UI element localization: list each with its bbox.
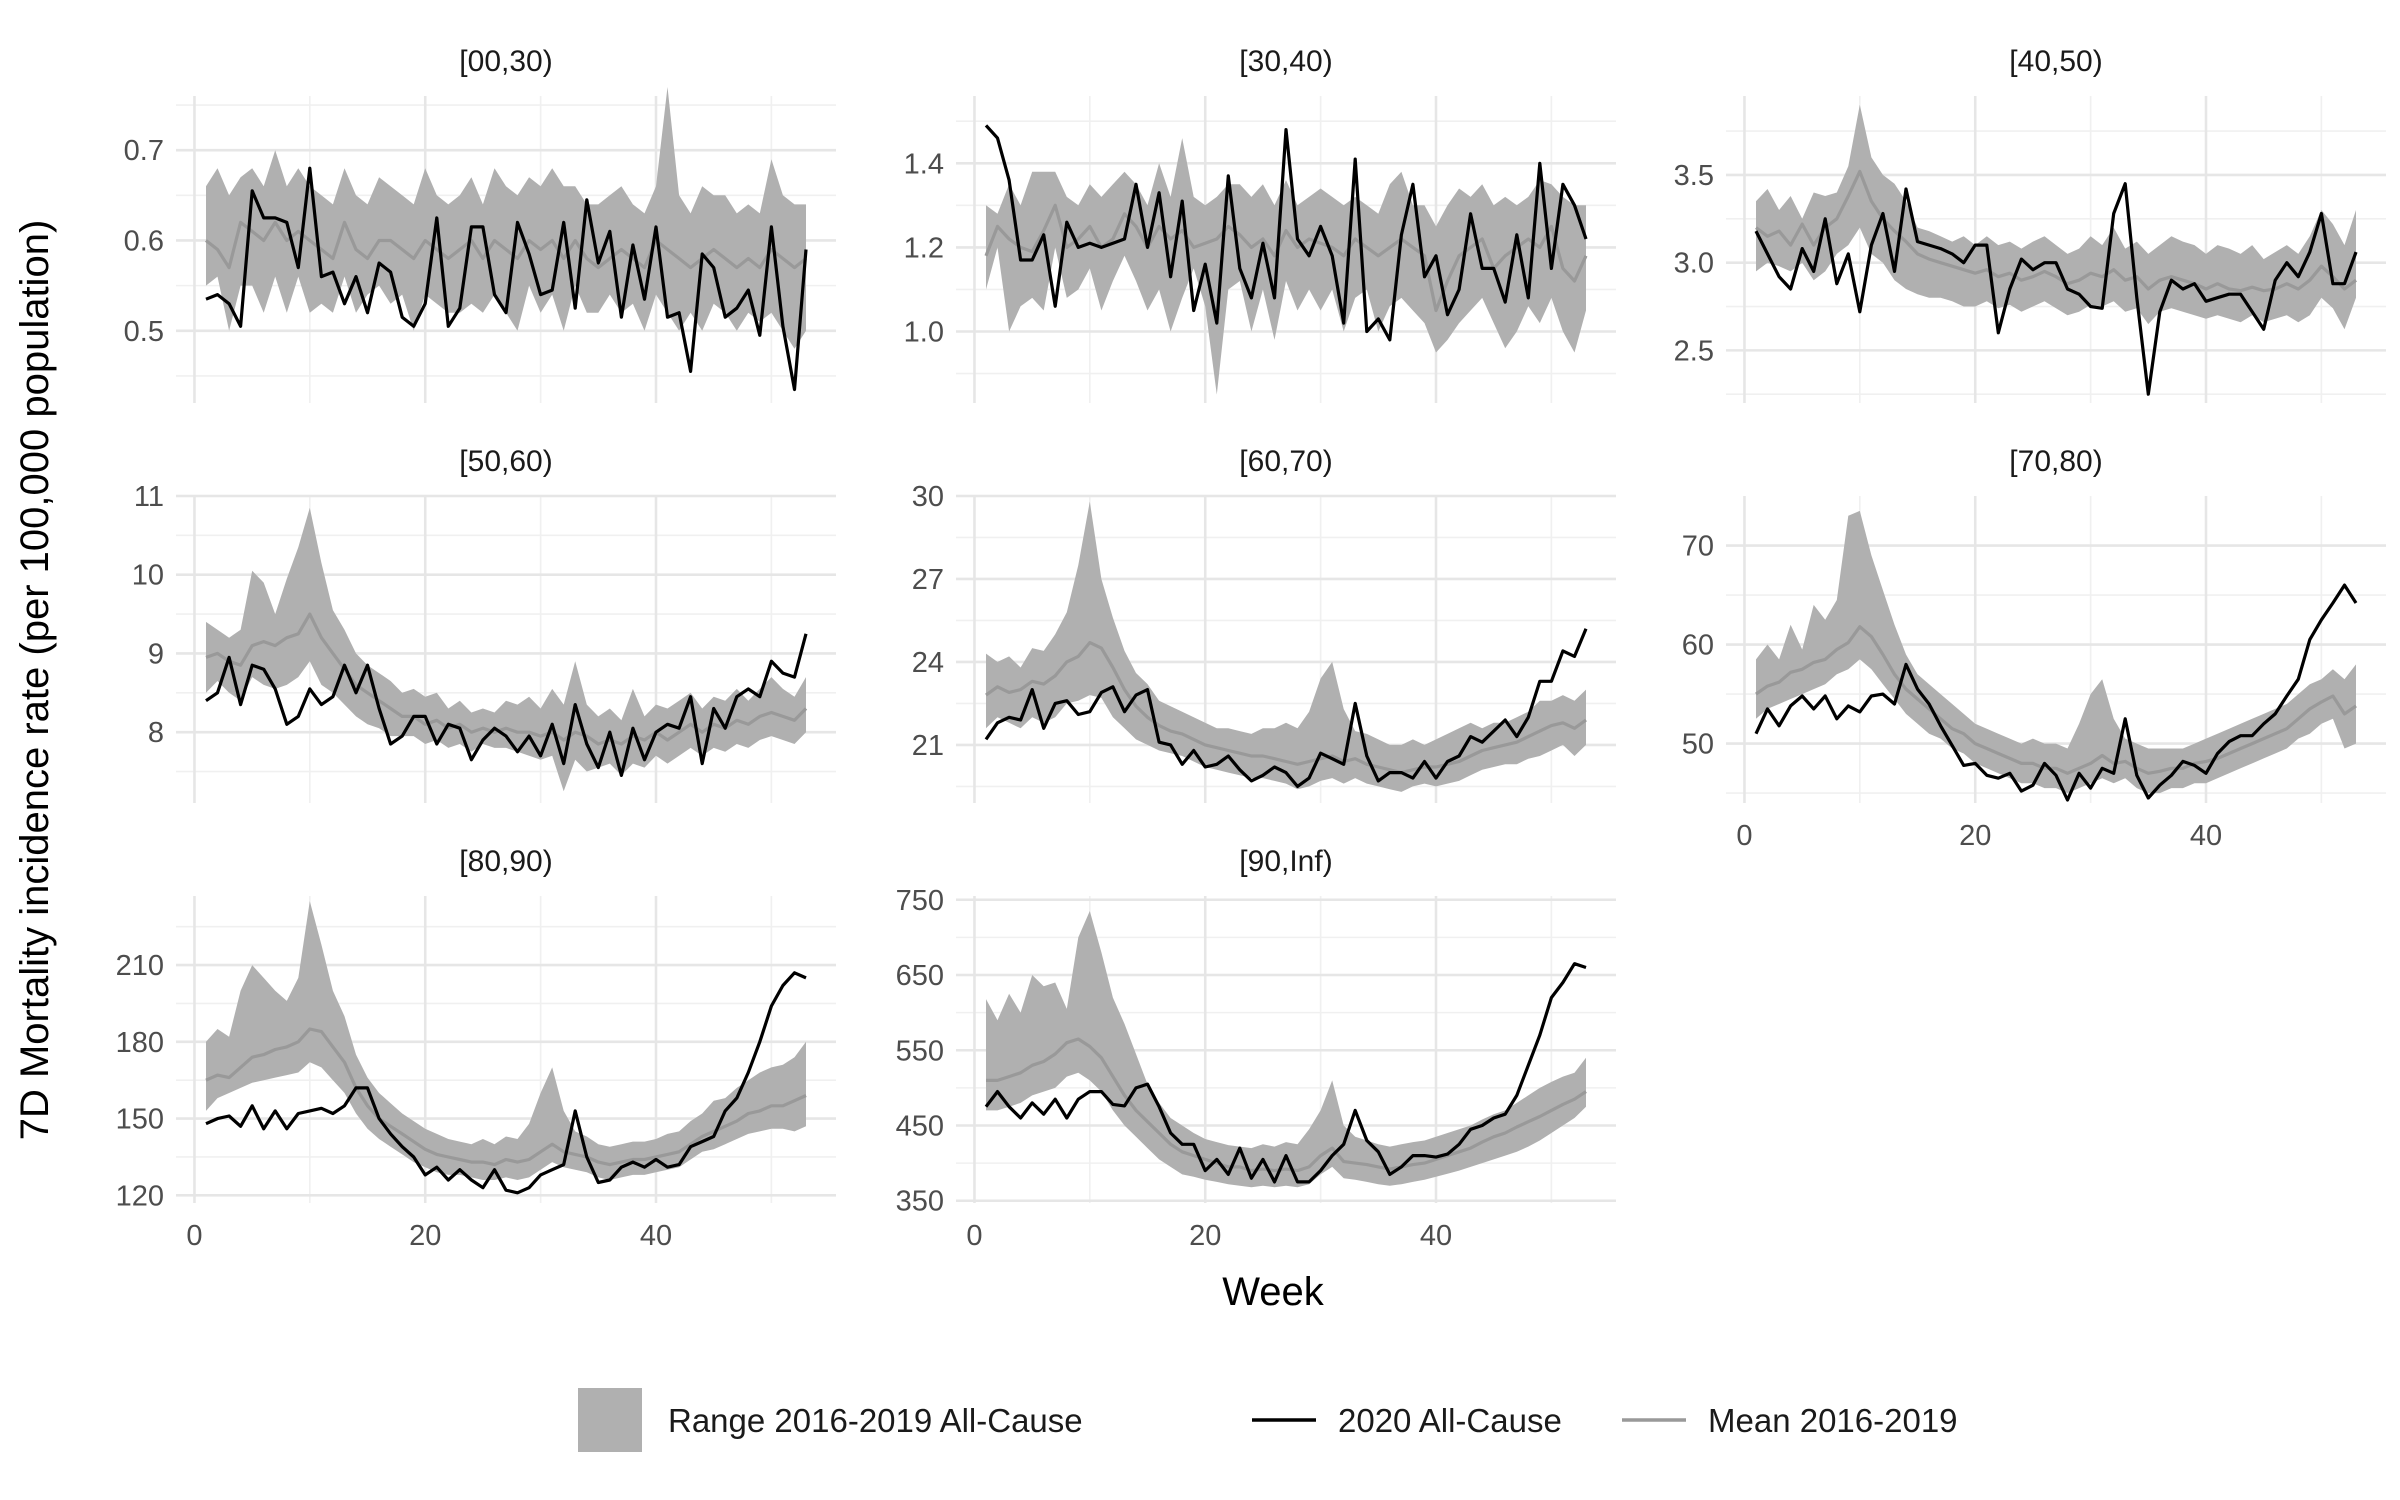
- all-cause-2020-line: [205, 633, 808, 778]
- panel-title: [90,Inf): [1239, 845, 1332, 878]
- panel-title: [80,90): [459, 845, 552, 878]
- y-tick-label: 70: [1682, 531, 1714, 563]
- facet-panel: [90,Inf) 350 450 550 650 750 0 20 40: [896, 845, 1616, 1252]
- range-2016-2019-band: [206, 901, 806, 1180]
- x-axis-title: Week: [1222, 1270, 1325, 1314]
- range-2016-2019-band: [986, 138, 1586, 395]
- panel-title: [60,70): [1239, 445, 1332, 478]
- x-tick-label: 40: [2190, 820, 2222, 852]
- panel-title: [40,50): [2009, 45, 2102, 78]
- y-tick-label: 60: [1682, 630, 1714, 662]
- y-tick-label: 27: [912, 564, 944, 596]
- y-tick-label: 450: [896, 1110, 944, 1142]
- y-tick-label: 30: [912, 481, 944, 513]
- x-tick-label: 40: [1420, 1220, 1452, 1252]
- mean-2016-2019-line: [985, 640, 1587, 775]
- all-cause-2020-line: [205, 166, 808, 392]
- legend-band-swatch: [578, 1388, 642, 1452]
- y-tick-label: 650: [896, 960, 944, 992]
- range-2016-2019-band: [1756, 104, 2356, 330]
- y-tick-label: 8: [148, 717, 164, 749]
- y-tick-label: 1.0: [904, 317, 944, 349]
- all-cause-2020-line: [205, 971, 807, 1195]
- legend-label-range: Range 2016-2019 All-Cause: [668, 1402, 1083, 1439]
- x-tick-label: 40: [640, 1220, 672, 1252]
- mean-2016-2019-line: [205, 1027, 807, 1167]
- range-2016-2019-band: [206, 87, 806, 349]
- panel-title: [50,60): [459, 445, 552, 478]
- y-tick-label: 24: [912, 647, 944, 679]
- facet-panel: [80,90) 120 150 180 210 0 20 40: [116, 845, 836, 1252]
- all-cause-2020-line: [984, 628, 1588, 789]
- mean-2016-2019-line: [1755, 625, 2357, 775]
- all-cause-2020-line: [984, 962, 1587, 1184]
- panel-title: [30,40): [1239, 45, 1332, 78]
- mean-2016-2019-line: [984, 203, 1588, 313]
- y-tick-label: 3.0: [1674, 248, 1714, 280]
- range-2016-2019-band: [986, 501, 1586, 792]
- facet-panel: [70,80) 50 60 70 0 20 40: [1682, 445, 2386, 852]
- y-tick-label: 3.5: [1674, 160, 1714, 192]
- legend-label-2020: 2020 All-Cause: [1338, 1402, 1562, 1439]
- panels-layer: [00,30) 0.5 0.6 0.7 [30,40) 1.0 1.2 1.4 [40,50) 2…: [116, 45, 2386, 1252]
- y-tick-label: 120: [116, 1180, 164, 1212]
- range-2016-2019-band: [986, 911, 1586, 1188]
- mean-2016-2019-line: [1755, 169, 2357, 293]
- facet-panel: [30,40) 1.0 1.2 1.4: [904, 45, 1616, 403]
- x-tick-label: 0: [966, 1220, 982, 1252]
- y-tick-label: 2.5: [1674, 335, 1714, 367]
- y-tick-label: 350: [896, 1186, 944, 1218]
- y-tick-label: 1.2: [904, 232, 944, 264]
- facet-panel: [00,30) 0.5 0.6 0.7: [124, 45, 836, 403]
- y-tick-label: 11: [134, 481, 164, 513]
- mean-2016-2019-line: [205, 612, 808, 746]
- y-tick-label: 550: [896, 1035, 944, 1067]
- y-tick-label: 0.6: [124, 225, 164, 257]
- y-axis-title: 7D Mortality incidence rate (per 100,000…: [13, 220, 57, 1141]
- y-tick-label: 1.4: [904, 148, 944, 180]
- facet-panel: [60,70) 21 24 27 30: [912, 445, 1616, 803]
- mean-2016-2019-line: [205, 220, 807, 270]
- y-tick-label: 150: [116, 1104, 164, 1136]
- y-tick-label: 21: [912, 730, 944, 762]
- x-tick-label: 20: [1959, 820, 1991, 852]
- all-cause-2020-line: [1754, 182, 2358, 396]
- y-tick-label: 0.5: [124, 316, 164, 348]
- facet-panel: [50,60) 8 9 10 11: [132, 445, 836, 803]
- y-tick-label: 10: [132, 560, 164, 592]
- all-cause-2020-line: [1754, 583, 2358, 802]
- legend-label-mean: Mean 2016-2019: [1708, 1402, 1958, 1439]
- all-cause-2020-line: [984, 124, 1588, 342]
- range-2016-2019-band: [206, 507, 806, 792]
- x-tick-label: 0: [186, 1220, 202, 1252]
- x-tick-label: 0: [1736, 820, 1752, 852]
- y-tick-label: 9: [148, 638, 164, 670]
- y-tick-label: 180: [116, 1027, 164, 1059]
- facet-panel: [40,50) 2.5 3.0 3.5: [1674, 45, 2386, 403]
- legend: Range 2016-2019 All-Cause 2020 All-Cause M…: [578, 1388, 1958, 1452]
- range-2016-2019-band: [1756, 510, 2356, 794]
- x-tick-label: 20: [1189, 1220, 1221, 1252]
- panel-title: [70,80): [2009, 445, 2102, 478]
- x-tick-label: 20: [409, 1220, 441, 1252]
- y-tick-label: 210: [116, 950, 164, 982]
- y-tick-label: 0.7: [124, 135, 164, 167]
- y-tick-label: 750: [896, 885, 944, 917]
- panel-title: [00,30): [459, 45, 552, 78]
- y-tick-label: 50: [1682, 729, 1714, 761]
- mean-2016-2019-line: [986, 1037, 1587, 1173]
